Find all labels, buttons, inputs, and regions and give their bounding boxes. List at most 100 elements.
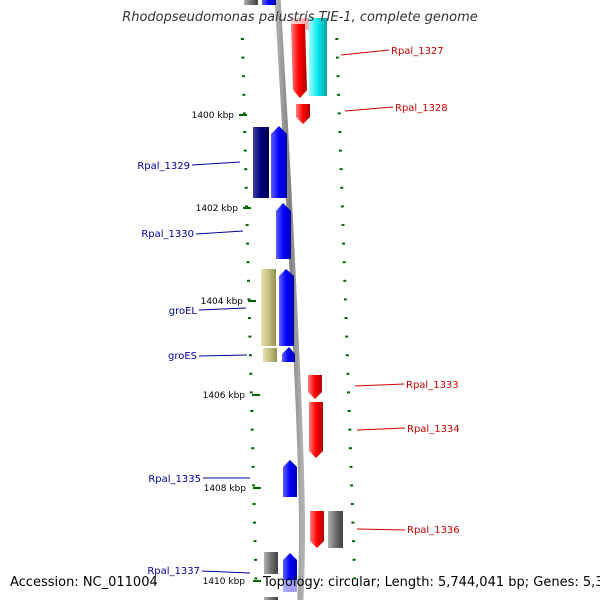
minor-tick-inner bbox=[252, 484, 256, 487]
feature-fragment-top-blue bbox=[262, 0, 276, 5]
minor-tick-outer bbox=[340, 205, 344, 208]
feature-rpal-1327-red[interactable] bbox=[291, 24, 307, 98]
feature-rpal-1330[interactable] bbox=[276, 203, 291, 259]
minor-tick-outer bbox=[338, 131, 342, 133]
minor-tick-inner bbox=[254, 558, 257, 561]
label-rpal-1329[interactable]: Rpal_1329 bbox=[137, 161, 190, 172]
leader-rpal-1336 bbox=[356, 528, 406, 531]
minor-tick-inner bbox=[246, 242, 250, 245]
minor-tick-outer bbox=[335, 38, 339, 40]
minor-tick-outer bbox=[348, 428, 352, 431]
minor-tick-inner bbox=[250, 428, 254, 431]
feature-rpal-1329-b[interactable] bbox=[271, 126, 287, 198]
minor-tick-inner bbox=[248, 335, 252, 338]
feature-fragment-top-gray bbox=[244, 0, 258, 5]
map-title: Rhodopseudomonas palustris TIE-1, comple… bbox=[122, 10, 478, 25]
minor-tick-outer bbox=[344, 317, 348, 319]
feature-groel[interactable] bbox=[279, 269, 294, 346]
gene-labels: Rpal_1327 Rpal_1328 Rpal_1329 Rpal_1330 … bbox=[137, 46, 459, 577]
feature-rpal-1334[interactable] bbox=[309, 402, 323, 458]
minor-tick-outer bbox=[340, 186, 344, 189]
minor-tick-outer bbox=[336, 75, 340, 78]
reverse-features bbox=[264, 18, 343, 602]
feature-rpal-1328[interactable] bbox=[296, 104, 310, 124]
minor-tick-outer bbox=[352, 540, 355, 543]
minor-tick-inner bbox=[245, 224, 249, 226]
feature-groel-tan[interactable] bbox=[261, 269, 276, 346]
minor-tick-outer bbox=[348, 447, 352, 450]
label-rpal-1334[interactable]: Rpal_1334 bbox=[407, 424, 460, 435]
feature-groes[interactable] bbox=[282, 347, 295, 362]
feature-rpal-1329-a[interactable] bbox=[253, 127, 269, 198]
leader-groes bbox=[198, 354, 248, 357]
minor-tick-outer bbox=[350, 503, 354, 505]
feature-rpal-1327-cyan[interactable] bbox=[309, 18, 327, 96]
label-groes[interactable]: groES bbox=[168, 351, 197, 362]
minor-tick-outer bbox=[345, 354, 349, 357]
minor-tick-inner bbox=[249, 372, 253, 375]
tick-label-1410: 1410 kbp bbox=[203, 577, 246, 587]
minor-tick-outer bbox=[346, 372, 350, 375]
label-rpal-1333[interactable]: Rpal_1333 bbox=[406, 380, 459, 391]
leader-rpal-1337 bbox=[201, 570, 251, 574]
minor-tick-outer bbox=[347, 391, 350, 394]
label-rpal-1330[interactable]: Rpal_1330 bbox=[141, 229, 194, 240]
minor-tick-inner bbox=[244, 168, 248, 171]
minor-tick-inner bbox=[244, 186, 248, 189]
label-groel[interactable]: groEL bbox=[169, 306, 198, 317]
feature-rpal-1335[interactable] bbox=[283, 460, 297, 497]
leader-groel bbox=[198, 307, 247, 311]
minor-tick-inner bbox=[254, 577, 258, 580]
minor-tick-outer bbox=[345, 335, 349, 338]
minor-tick-inner bbox=[249, 391, 253, 394]
feature-rpal-1336-gray[interactable] bbox=[328, 511, 343, 548]
minor-tick-inner bbox=[246, 261, 250, 264]
feature-rpal-1336-red[interactable] bbox=[310, 511, 324, 548]
minor-tick-inner bbox=[240, 38, 244, 40]
label-rpal-1327[interactable]: Rpal_1327 bbox=[391, 46, 444, 57]
minor-tick-inner bbox=[243, 149, 247, 152]
minor-tick-inner bbox=[243, 131, 247, 133]
leader-rpal-1327 bbox=[340, 49, 390, 56]
minor-tick-outer bbox=[353, 577, 357, 580]
minor-tick-inner bbox=[247, 317, 251, 319]
label-rpal-1337[interactable]: Rpal_1337 bbox=[147, 566, 200, 577]
minor-tick-inner bbox=[251, 447, 255, 450]
label-rpal-1335[interactable]: Rpal_1335 bbox=[148, 474, 201, 485]
minor-tick-outer bbox=[339, 149, 342, 152]
feature-rpal-1337-gray[interactable] bbox=[264, 552, 278, 574]
genome-backbone bbox=[274, 0, 305, 604]
leader-rpal-1333 bbox=[354, 383, 405, 387]
feature-rpal-1337-pale bbox=[283, 580, 297, 592]
minor-tick-outer bbox=[350, 484, 354, 487]
minor-tick-outer bbox=[351, 521, 355, 524]
accession-text: Accession: NC_011004 bbox=[10, 575, 158, 590]
minor-tick-inner bbox=[252, 503, 256, 505]
minor-tick-outer bbox=[342, 242, 346, 245]
major-tick-marks: 1400 kbp 1402 kbp 1404 kbp 1406 kbp 1408… bbox=[192, 111, 261, 587]
minor-tick-inner bbox=[250, 410, 254, 412]
minor-tick-outer bbox=[339, 168, 343, 171]
minor-tick-inner bbox=[242, 93, 246, 96]
minor-tick-outer bbox=[341, 224, 345, 226]
minor-tick-inner bbox=[248, 354, 252, 357]
minor-tick-inner bbox=[253, 521, 256, 524]
minor-tick-inner bbox=[251, 465, 255, 468]
minor-tick-outer bbox=[347, 410, 351, 412]
tick-label-1404: 1404 kbp bbox=[201, 297, 244, 307]
minor-tick-outer bbox=[335, 56, 339, 59]
feature-groes-tan[interactable] bbox=[263, 348, 277, 362]
minor-tick-inner bbox=[241, 56, 245, 59]
minor-tick-outer bbox=[337, 93, 341, 96]
leader-rpal-1334 bbox=[356, 427, 406, 431]
feature-rpal-1333[interactable] bbox=[308, 375, 322, 399]
leader-rpal-1328 bbox=[344, 106, 394, 112]
label-rpal-1336[interactable]: Rpal_1336 bbox=[407, 525, 460, 536]
tick-label-1402: 1402 kbp bbox=[196, 204, 239, 214]
label-rpal-1328[interactable]: Rpal_1328 bbox=[395, 103, 448, 114]
tick-label-1400: 1400 kbp bbox=[192, 111, 235, 121]
minor-tick-outer bbox=[343, 279, 347, 282]
forward-features bbox=[244, 0, 297, 592]
